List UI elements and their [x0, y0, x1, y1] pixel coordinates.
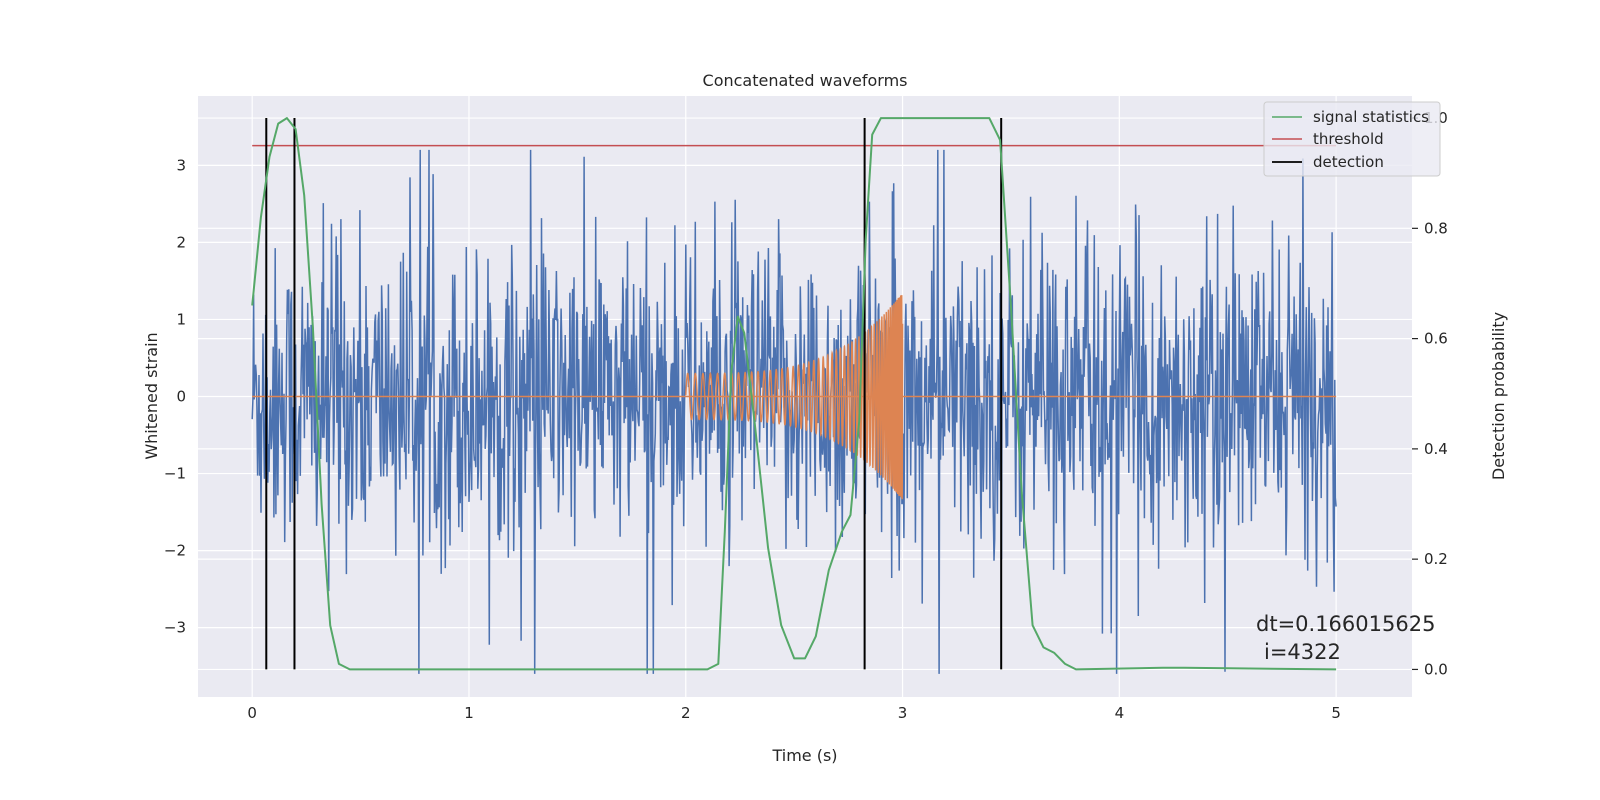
- y-tick-label: 1: [176, 310, 186, 328]
- annotation-i: i=4322: [1264, 640, 1341, 664]
- noise-series: [251, 149, 1337, 674]
- legend-box: [1263, 101, 1441, 177]
- legend-signal-label: signal statistics: [1313, 108, 1429, 126]
- y-tick-label: −1: [164, 465, 186, 483]
- legend-threshold-label: threshold: [1313, 130, 1384, 148]
- x-tick-label: 0: [247, 704, 257, 722]
- y2-axis-label: Detection probability: [1489, 312, 1508, 480]
- x-axis-label: Time (s): [771, 746, 837, 765]
- probability-overlay: [251, 117, 1337, 671]
- noise-line: [251, 149, 1337, 674]
- y2-tick-label: 0.4: [1424, 440, 1448, 458]
- y-tick-label: 0: [176, 388, 186, 406]
- y-tick-label: −3: [164, 619, 186, 637]
- x-tick-label: 2: [681, 704, 691, 722]
- y2-tick-label: 0.0: [1424, 660, 1448, 678]
- x-tick-label: 1: [464, 704, 474, 722]
- y-tick-label: −2: [164, 542, 186, 560]
- legend-detection-label: detection: [1313, 153, 1384, 171]
- legend: signal statistics threshold detection: [1263, 101, 1441, 177]
- y2-tick-label: 0.2: [1424, 550, 1448, 568]
- x-tick-label: 5: [1331, 704, 1341, 722]
- signal-statistics-line: [251, 117, 1337, 671]
- chirp-line: [685, 295, 904, 500]
- chart-title: Concatenated waveforms: [703, 71, 908, 90]
- chirp-series: [252, 295, 1337, 500]
- annotation-dt: dt=0.166015625: [1256, 612, 1435, 636]
- y2-tick-label: 0.8: [1424, 219, 1448, 237]
- y-axis-label: Whitened strain: [142, 332, 161, 459]
- y-tick-label: 2: [176, 233, 186, 251]
- y-tick-label: 3: [176, 156, 186, 174]
- y2-tick-label: 0.6: [1424, 330, 1448, 348]
- x-tick-label: 4: [1115, 704, 1125, 722]
- x-tick-label: 3: [898, 704, 908, 722]
